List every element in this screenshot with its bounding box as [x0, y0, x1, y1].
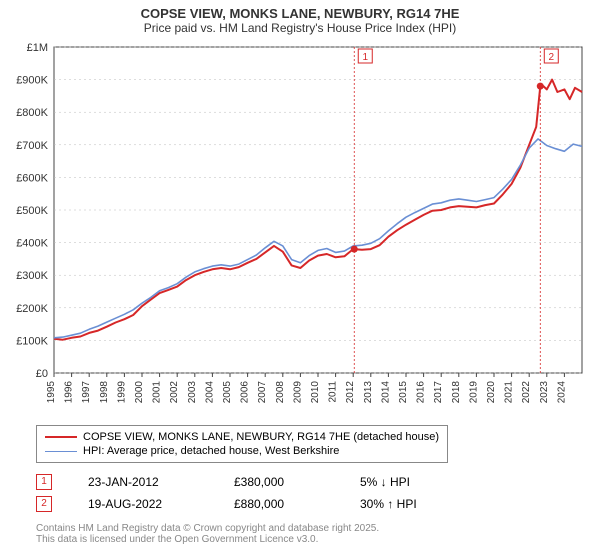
x-tick-label: 2013 [363, 381, 374, 404]
x-tick-label: 2007 [257, 381, 268, 404]
marker-point-2 [537, 83, 544, 90]
x-tick-label: 2008 [275, 381, 286, 404]
x-tick-label: 1996 [64, 381, 75, 404]
transaction-delta: 30% ↑ HPI [360, 497, 417, 511]
x-tick-label: 2017 [433, 381, 444, 404]
title-block: COPSE VIEW, MONKS LANE, NEWBURY, RG14 7H… [0, 0, 600, 35]
transaction-date: 19-AUG-2022 [88, 497, 198, 511]
x-tick-label: 2011 [328, 381, 339, 403]
y-tick-label: £500K [16, 205, 48, 217]
x-tick-label: 1999 [116, 381, 127, 404]
x-tick-label: 1997 [81, 381, 92, 404]
transaction-marker: 2 [36, 496, 52, 512]
x-tick-label: 2003 [187, 381, 198, 404]
footer-line-2: This data is licensed under the Open Gov… [36, 534, 600, 545]
x-tick-label: 1995 [46, 381, 57, 404]
footer-line-1: Contains HM Land Registry data © Crown c… [36, 523, 600, 534]
x-tick-label: 2015 [398, 381, 409, 404]
y-tick-label: £800K [16, 107, 48, 119]
y-tick-label: £100K [16, 335, 48, 347]
y-tick-label: £400K [16, 238, 48, 250]
legend-label: HPI: Average price, detached house, West… [83, 445, 339, 457]
transaction-row: 1 23-JAN-2012 £380,000 5% ↓ HPI [36, 471, 600, 493]
x-tick-label: 2020 [486, 381, 497, 404]
y-tick-label: £900K [16, 75, 48, 87]
x-tick-label: 2005 [222, 381, 233, 404]
transaction-price: £380,000 [234, 475, 324, 489]
legend-swatch [45, 436, 77, 438]
x-tick-label: 2016 [416, 381, 427, 404]
transaction-marker: 1 [36, 474, 52, 490]
x-tick-label: 2004 [204, 381, 215, 404]
footer: Contains HM Land Registry data © Crown c… [36, 523, 600, 545]
x-tick-label: 2021 [504, 381, 515, 404]
x-tick-label: 2022 [521, 381, 532, 404]
y-tick-label: £300K [16, 270, 48, 282]
transaction-date: 23-JAN-2012 [88, 475, 198, 489]
x-tick-label: 2002 [169, 381, 180, 404]
y-tick-label: £0 [36, 368, 48, 380]
x-tick-label: 2006 [240, 381, 251, 404]
legend: COPSE VIEW, MONKS LANE, NEWBURY, RG14 7H… [36, 425, 448, 463]
x-tick-label: 2018 [451, 381, 462, 404]
x-tick-label: 2001 [152, 381, 163, 404]
y-tick-label: £1M [27, 42, 48, 54]
transactions-table: 1 23-JAN-2012 £380,000 5% ↓ HPI 2 19-AUG-2022… [36, 471, 600, 515]
price-chart: £0 £100K £200K £300K £400K £500K £600K £700K £80… [0, 39, 600, 419]
legend-item: COPSE VIEW, MONKS LANE, NEWBURY, RG14 7H… [45, 430, 439, 444]
x-tick-label: 2014 [380, 381, 391, 404]
title-sub: Price paid vs. HM Land Registry's House … [0, 21, 600, 35]
y-tick-label: £200K [16, 303, 48, 315]
y-tick-label: £600K [16, 172, 48, 184]
x-tick-label: 2000 [134, 381, 145, 404]
x-tick-label: 2009 [292, 381, 303, 404]
marker-point-1 [351, 246, 358, 253]
x-tick-label: 2024 [556, 381, 567, 404]
x-tick-label: 2019 [468, 381, 479, 404]
marker-label-2: 2 [549, 52, 555, 63]
x-tick-label: 2010 [310, 381, 321, 404]
x-tick-label: 2023 [539, 381, 550, 404]
transaction-row: 2 19-AUG-2022 £880,000 30% ↑ HPI [36, 493, 600, 515]
transaction-price: £880,000 [234, 497, 324, 511]
marker-label-1: 1 [362, 52, 368, 63]
title-main: COPSE VIEW, MONKS LANE, NEWBURY, RG14 7H… [0, 6, 600, 21]
legend-swatch [45, 451, 77, 452]
y-tick-label: £700K [16, 140, 48, 152]
transaction-delta: 5% ↓ HPI [360, 475, 410, 489]
x-tick-label: 2012 [345, 381, 356, 404]
x-tick-label: 1998 [99, 381, 110, 404]
legend-label: COPSE VIEW, MONKS LANE, NEWBURY, RG14 7H… [83, 431, 439, 443]
legend-item: HPI: Average price, detached house, West… [45, 444, 439, 458]
